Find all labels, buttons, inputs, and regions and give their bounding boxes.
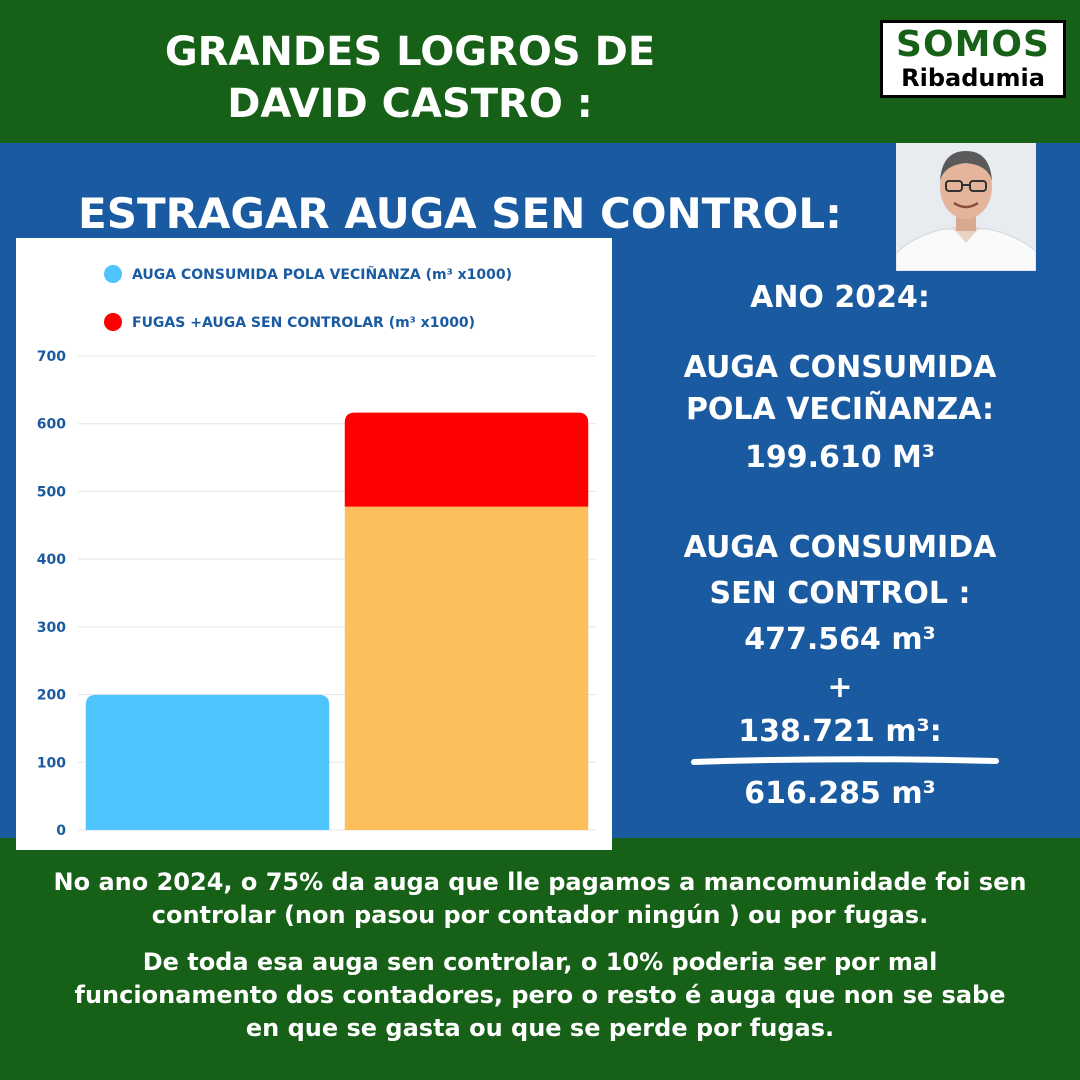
logo-line-2: Ribadumia (901, 64, 1045, 92)
stats-uncontrolled-value: 477.564 m³ (744, 622, 936, 657)
title-line-1: GRANDES LOGROS DE (164, 29, 656, 75)
legend-marker (104, 313, 122, 331)
footer-line: funcionamento dos contadores, pero o res… (74, 981, 1006, 1009)
y-tick-label: 100 (37, 755, 66, 771)
bar-segment (85, 694, 330, 830)
bar-segment (344, 412, 589, 507)
logo: SOMOS Ribadumia (880, 20, 1066, 98)
bar-segment (344, 506, 589, 830)
stats-uncontrolled-line2: SEN CONTROL : (709, 576, 971, 611)
footer-line: en que se gasta ou que se perde por fuga… (245, 1014, 835, 1042)
y-tick-label: 200 (37, 688, 66, 704)
sum-divider-line (691, 756, 999, 765)
title-line-2: DAVID CASTRO : (227, 81, 593, 127)
stats-consumed-value: 199.610 M³ (744, 440, 936, 475)
stats-uncontrolled-line1: AUGA CONSUMIDA (683, 530, 997, 565)
y-tick-label: 700 (37, 349, 66, 365)
footer-line: De toda esa auga sen controlar, o 10% po… (142, 948, 938, 976)
page-title: GRANDES LOGROS DE DAVID CASTRO : (140, 26, 680, 130)
logo-line-1: SOMOS (896, 24, 1050, 65)
stats-consumed-line2: POLA VECIÑANZA: (685, 392, 995, 427)
chart-panel: AUGA CONSUMIDA POLA VECIÑANZA (m³ x1000)… (16, 238, 612, 850)
stats-consumed-line1: AUGA CONSUMIDA (683, 350, 997, 385)
person-photo (896, 143, 1036, 271)
footer-line: controlar (non pasou por contador ningún… (151, 901, 929, 929)
legend-label: FUGAS +AUGA SEN CONTROLAR (m³ x1000) (132, 315, 475, 331)
stats-total-value: 616.285 m³ (744, 776, 936, 811)
y-tick-label: 400 (37, 552, 66, 568)
legend-marker (104, 265, 122, 283)
y-tick-label: 0 (56, 823, 66, 839)
footer-paragraph-2: De toda esa auga sen controlar, o 10% po… (20, 946, 1060, 1045)
y-tick-label: 300 (37, 620, 66, 636)
footer-line: No ano 2024, o 75% da auga que lle pagam… (53, 868, 1027, 896)
bar-chart: AUGA CONSUMIDA POLA VECIÑANZA (m³ x1000)… (37, 265, 596, 839)
stats-leaks-value: 138.721 m³: (738, 714, 942, 749)
stats-year: ANO 2024: (750, 280, 930, 315)
footer-paragraph-1: No ano 2024, o 75% da auga que lle pagam… (20, 866, 1060, 932)
y-tick-label: 600 (37, 417, 66, 433)
subtitle: ESTRAGAR AUGA SEN CONTROL: (78, 189, 842, 238)
stats-plus: + (827, 670, 853, 705)
y-tick-label: 500 (37, 484, 66, 500)
legend-label: AUGA CONSUMIDA POLA VECIÑANZA (m³ x1000) (132, 266, 512, 283)
footer-band (0, 838, 1080, 1080)
